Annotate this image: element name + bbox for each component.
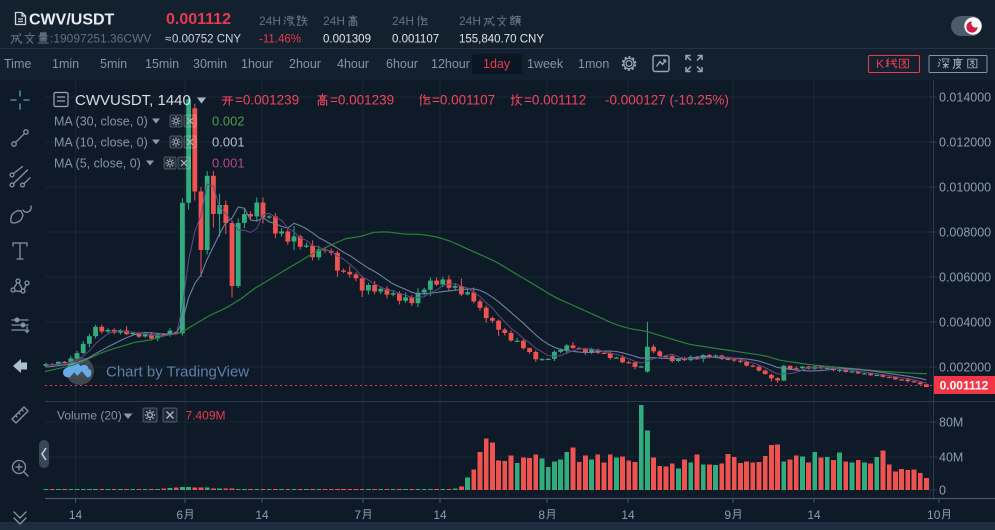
svg-text:=0.001107: =0.001107 [432,93,495,108]
svg-text:0: 0 [939,484,946,498]
svg-text:30min: 30min [193,57,227,71]
svg-text:1mon: 1mon [578,57,609,71]
svg-text:10: 10 [927,508,941,522]
svg-text:0.001112: 0.001112 [166,11,231,28]
svg-text:0.004000: 0.004000 [939,316,991,330]
svg-text:CWVUSDT, 1440: CWVUSDT, 1440 [75,92,191,109]
svg-text:14: 14 [621,508,635,522]
svg-text:24H: 24H [459,14,481,28]
svg-text:Chart by TradingView: Chart by TradingView [106,364,249,381]
svg-text:7.409M: 7.409M [186,409,226,423]
svg-text:24H: 24H [259,14,281,28]
svg-text:15min: 15min [145,57,179,71]
svg-text:MA (10, close, 0): MA (10, close, 0) [54,136,148,150]
svg-text:0.00752 CNY: 0.00752 CNY [172,34,241,46]
svg-text:40M: 40M [939,451,963,465]
svg-text:2hour: 2hour [289,57,321,71]
svg-text:1day: 1day [483,57,511,71]
svg-text:0.001309: 0.001309 [323,34,371,46]
svg-text:14: 14 [255,508,269,522]
svg-text:0.006000: 0.006000 [939,271,991,285]
svg-text:0.001: 0.001 [212,135,245,150]
svg-text:1hour: 1hour [241,57,273,71]
svg-text:80M: 80M [939,416,963,430]
svg-text:-11.46%: -11.46% [259,34,301,46]
svg-text:5min: 5min [100,57,127,71]
svg-text::19097251.36CWV: :19097251.36CWV [50,32,151,46]
svg-text:155,840.70 CNY: 155,840.70 CNY [459,34,544,46]
svg-text:0.002: 0.002 [212,114,245,129]
svg-text:14: 14 [433,508,447,522]
svg-text:14: 14 [69,508,83,522]
svg-text:≈: ≈ [165,34,171,46]
svg-text:14: 14 [807,508,821,522]
svg-text:=0.001239: =0.001239 [330,93,394,108]
svg-text:Volume (20): Volume (20) [57,409,122,423]
svg-text:=0.001112: =0.001112 [524,93,586,108]
svg-text:6hour: 6hour [386,57,418,71]
svg-text:0.001107: 0.001107 [392,34,439,46]
svg-text:8: 8 [538,508,545,522]
svg-text:9: 9 [724,508,731,522]
svg-text:24H: 24H [323,14,345,28]
svg-text:24H: 24H [392,14,414,28]
svg-text:0.001112: 0.001112 [940,379,989,393]
svg-text:0.014000: 0.014000 [939,91,991,105]
svg-text:4hour: 4hour [337,57,369,71]
svg-text:0.012000: 0.012000 [939,136,991,150]
svg-text:0.010000: 0.010000 [939,181,991,195]
svg-text:Time: Time [4,57,31,71]
svg-text:K: K [876,57,884,71]
svg-text:0.001: 0.001 [212,156,245,171]
svg-text:0.008000: 0.008000 [939,226,991,240]
svg-text:6: 6 [176,508,183,522]
svg-text:0.002000: 0.002000 [939,361,991,375]
svg-text:-0.000127 (-10.25%): -0.000127 (-10.25%) [605,93,729,108]
svg-text:1min: 1min [52,57,79,71]
svg-text:=0.001239: =0.001239 [235,93,299,108]
svg-text:MA (30, close, 0): MA (30, close, 0) [54,115,148,129]
svg-text:CWV/USDT: CWV/USDT [29,12,115,29]
svg-text:12hour: 12hour [431,57,470,71]
svg-text:MA (5, close, 0): MA (5, close, 0) [54,157,141,171]
svg-text:1week: 1week [527,57,564,71]
svg-text:7: 7 [354,508,361,522]
